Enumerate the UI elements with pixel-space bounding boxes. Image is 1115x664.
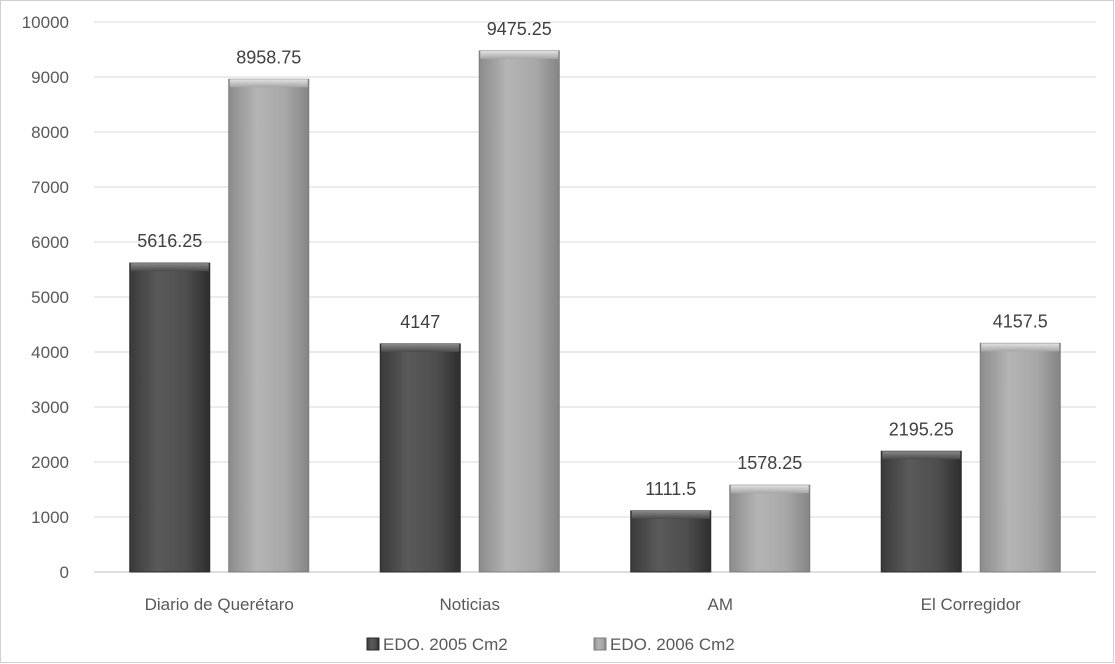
y-tick-label: 10000 — [22, 13, 69, 32]
y-tick-label: 2000 — [31, 453, 69, 472]
legend-swatch — [366, 637, 380, 651]
bar-2005 — [630, 510, 712, 573]
bar-2006 — [478, 50, 560, 573]
legend: EDO. 2005 Cm2 EDO. 2006 Cm2 — [366, 635, 735, 654]
bar-bevel — [480, 50, 559, 59]
bar-2005 — [129, 262, 211, 573]
x-category-label: Diario de Querétaro — [145, 595, 294, 614]
x-category-label: El Corregidor — [921, 595, 1021, 614]
legend-swatch — [593, 637, 607, 651]
bar-2006 — [228, 78, 310, 573]
data-label: 8958.75 — [236, 47, 301, 67]
y-tick-label: 4000 — [31, 343, 69, 362]
data-label: 2195.25 — [889, 419, 954, 439]
y-tick-label: 7000 — [31, 178, 69, 197]
bar-bevel — [229, 79, 308, 88]
bar-bevel — [730, 485, 809, 494]
x-category-label: AM — [708, 595, 734, 614]
bar-bevel — [981, 343, 1060, 352]
bar-bevel — [631, 510, 710, 519]
bar-2006 — [729, 484, 811, 573]
y-tick-label: 8000 — [31, 123, 69, 142]
x-category-label: Noticias — [440, 595, 500, 614]
data-label: 1111.5 — [645, 479, 696, 499]
data-label: 1578.25 — [737, 453, 802, 473]
y-tick-label: 0 — [60, 563, 69, 582]
data-labels: 5616.25 8958.75 4147 9475.25 1111.5 1578.25 21… — [137, 19, 1048, 499]
bar-bevel — [882, 451, 961, 460]
bar-2005 — [880, 450, 962, 573]
data-label: 4147 — [400, 312, 440, 332]
bar-bevel — [130, 263, 209, 272]
bar-2006 — [979, 342, 1061, 573]
y-tick-label: 9000 — [31, 68, 69, 87]
legend-label: EDO. 2006 Cm2 — [610, 635, 735, 654]
y-axis: 0 1000 2000 3000 4000 5000 6000 7000 8000 9000 100… — [22, 13, 69, 582]
bar-2005 — [379, 343, 461, 573]
y-tick-label: 3000 — [31, 398, 69, 417]
data-label: 5616.25 — [137, 231, 202, 251]
data-label: 9475.25 — [487, 19, 552, 39]
y-tick-label: 6000 — [31, 233, 69, 252]
legend-label: EDO. 2005 Cm2 — [383, 635, 508, 654]
x-axis: Diario de Querétaro Noticias AM El Corregid… — [145, 595, 1022, 614]
y-tick-label: 1000 — [31, 508, 69, 527]
data-label: 4157.5 — [993, 311, 1048, 331]
y-tick-label: 5000 — [31, 288, 69, 307]
bars — [129, 50, 1061, 573]
bar-bevel — [381, 343, 460, 352]
